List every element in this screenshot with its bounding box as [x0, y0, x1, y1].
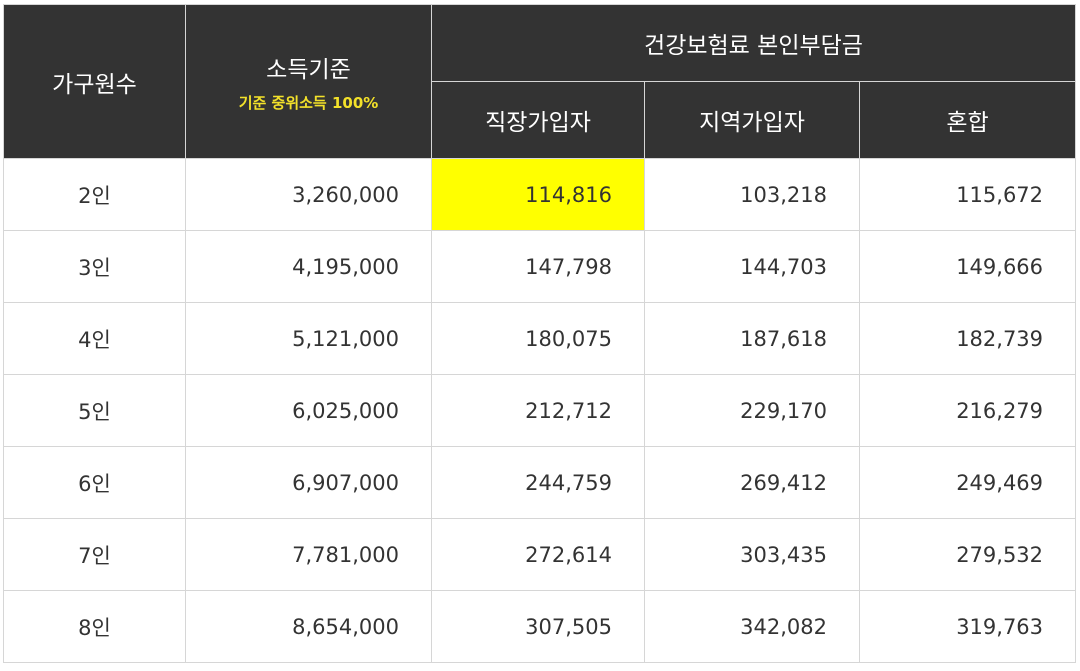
table-row: 7인 7,781,000 272,614 303,435 279,532	[3, 518, 1077, 591]
cell-people: 8인	[3, 590, 186, 663]
table-row: 8인 8,654,000 307,505 342,082 319,763	[3, 590, 1077, 663]
cell-regional: 187,618	[644, 302, 860, 375]
header-income-label: 소득기준	[266, 57, 351, 83]
cell-mixed: 149,666	[858, 230, 1077, 303]
cell-people: 7인	[3, 518, 186, 591]
cell-workplace-highlighted: 114,816	[431, 158, 645, 231]
header-income: 소득기준 기준 중위소득 100%	[185, 4, 432, 159]
cell-regional: 144,703	[644, 230, 860, 303]
cell-income: 7,781,000	[185, 518, 432, 591]
header-premium-group: 건강보험료 본인부담금	[430, 4, 1077, 82]
table-row: 3인 4,195,000 147,798 144,703 149,666	[3, 230, 1077, 303]
table-header: 가구원수 소득기준 기준 중위소득 100% 건강보험료 본인부담금 직장가입자…	[3, 4, 1077, 159]
cell-people: 5인	[3, 374, 186, 447]
cell-people: 2인	[3, 158, 186, 231]
table-body: 2인 3,260,000 114,816 103,218 115,672 3인 …	[3, 158, 1077, 663]
table-row: 2인 3,260,000 114,816 103,218 115,672	[3, 158, 1077, 231]
cell-people: 6인	[3, 446, 186, 519]
cell-regional: 342,082	[644, 590, 860, 663]
header-workplace: 직장가입자	[431, 81, 645, 159]
cell-people: 4인	[3, 302, 186, 375]
cell-mixed: 279,532	[858, 518, 1077, 591]
cell-workplace: 244,759	[431, 446, 645, 519]
header-household: 가구원수	[3, 4, 186, 159]
cell-income: 6,907,000	[185, 446, 432, 519]
cell-income: 6,025,000	[185, 374, 432, 447]
cell-income: 5,121,000	[185, 302, 432, 375]
cell-workplace: 272,614	[431, 518, 645, 591]
cell-regional: 269,412	[644, 446, 860, 519]
cell-regional: 303,435	[644, 518, 860, 591]
cell-income: 3,260,000	[185, 158, 432, 231]
premium-table: 가구원수 소득기준 기준 중위소득 100% 건강보험료 본인부담금 직장가입자…	[3, 4, 1077, 663]
header-mixed: 혼합	[858, 81, 1077, 159]
cell-workplace: 307,505	[431, 590, 645, 663]
cell-people: 3인	[3, 230, 186, 303]
cell-regional: 103,218	[644, 158, 860, 231]
cell-workplace: 180,075	[431, 302, 645, 375]
header-income-sublabel: 기준 중위소득 100%	[238, 94, 379, 112]
table-row: 6인 6,907,000 244,759 269,412 249,469	[3, 446, 1077, 519]
cell-mixed: 216,279	[858, 374, 1077, 447]
cell-workplace: 212,712	[431, 374, 645, 447]
table-row: 4인 5,121,000 180,075 187,618 182,739	[3, 302, 1077, 375]
table-row: 5인 6,025,000 212,712 229,170 216,279	[3, 374, 1077, 447]
cell-mixed: 249,469	[858, 446, 1077, 519]
cell-mixed: 182,739	[858, 302, 1077, 375]
cell-mixed: 319,763	[858, 590, 1077, 663]
header-regional: 지역가입자	[644, 81, 860, 159]
cell-regional: 229,170	[644, 374, 860, 447]
cell-income: 4,195,000	[185, 230, 432, 303]
cell-income: 8,654,000	[185, 590, 432, 663]
cell-mixed: 115,672	[858, 158, 1077, 231]
cell-workplace: 147,798	[431, 230, 645, 303]
